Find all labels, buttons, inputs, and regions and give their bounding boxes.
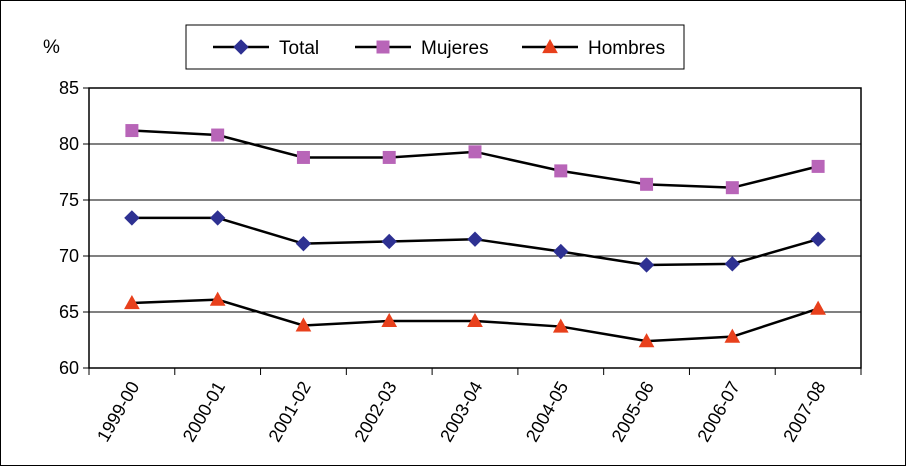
y-tick-label: 80: [59, 134, 79, 154]
x-tick-label: 2001-02: [265, 378, 315, 445]
legend-item-mujeres: Mujeres: [355, 38, 489, 59]
data-point-mujeres: [125, 124, 139, 138]
y-tick-label: 85: [59, 78, 79, 98]
y-tick-label: 70: [59, 246, 79, 266]
data-point-total: [724, 256, 741, 272]
legend: Total Mujeres Hombres: [185, 24, 685, 70]
data-point-total: [638, 257, 655, 273]
data-point-hombres: [724, 328, 741, 343]
data-point-mujeres: [640, 177, 654, 191]
x-tick-label: 2002-03: [350, 378, 400, 445]
data-point-mujeres: [725, 181, 739, 195]
data-point-mujeres: [811, 159, 825, 173]
data-point-mujeres: [296, 150, 310, 164]
data-point-total: [467, 231, 483, 247]
data-point-mujeres: [468, 145, 482, 159]
legend-marker-mujeres: [376, 40, 390, 54]
x-tick-label: 2005-06: [608, 378, 658, 445]
series-hombres: [124, 291, 826, 348]
legend-box: [185, 24, 685, 70]
x-tick-label: 2006-07: [693, 378, 743, 445]
data-point-hombres: [295, 317, 312, 332]
x-tick-label: 2000-01: [179, 378, 229, 445]
y-tick-label: 60: [59, 358, 79, 378]
x-tick-label: 2003-04: [436, 378, 486, 445]
x-tick-label: 2004-05: [522, 378, 572, 445]
data-point-hombres: [467, 312, 483, 328]
legend-marker-total: [233, 39, 249, 55]
legend-label-hombres: Hombres: [588, 38, 665, 59]
y-tick-label: 65: [59, 302, 79, 322]
data-point-hombres: [124, 295, 140, 310]
data-point-total: [124, 210, 140, 226]
series-line-mujeres: [131, 129, 819, 189]
data-point-mujeres: [382, 150, 396, 164]
y-axis-unit-label: %: [43, 37, 60, 58]
data-point-hombres: [381, 312, 398, 328]
x-tick-label: 1999-00: [93, 378, 143, 445]
series-total: [124, 210, 826, 273]
legend-marker-hombres: [542, 38, 558, 54]
data-point-total: [209, 210, 226, 226]
data-point-hombres: [552, 318, 569, 333]
data-point-total: [553, 243, 569, 260]
data-point-total: [381, 233, 397, 250]
y-tick-label: 75: [59, 190, 79, 210]
series-layer: [124, 124, 826, 348]
data-point-hombres: [810, 300, 826, 315]
x-axis: 1999-00 2000-01 2001-02 2002-03 2003-04 2004-…: [88, 368, 862, 445]
data-point-mujeres: [211, 128, 225, 142]
gridlines: [89, 143, 861, 313]
data-point-hombres: [209, 291, 226, 306]
legend-item-hombres: Hombres: [522, 38, 665, 59]
x-tick-label: 2007-08: [779, 378, 829, 445]
series-mujeres: [125, 124, 825, 195]
y-axis: 60 65 70 75 80 85: [59, 78, 89, 378]
data-point-mujeres: [554, 164, 568, 178]
data-point-hombres: [638, 333, 655, 348]
data-point-total: [810, 231, 826, 247]
legend-label-mujeres: Mujeres: [421, 38, 489, 59]
data-point-total: [295, 235, 312, 252]
legend-label-total: Total: [279, 38, 319, 59]
legend-item-total: Total: [213, 38, 319, 59]
plot-area: [88, 87, 862, 369]
